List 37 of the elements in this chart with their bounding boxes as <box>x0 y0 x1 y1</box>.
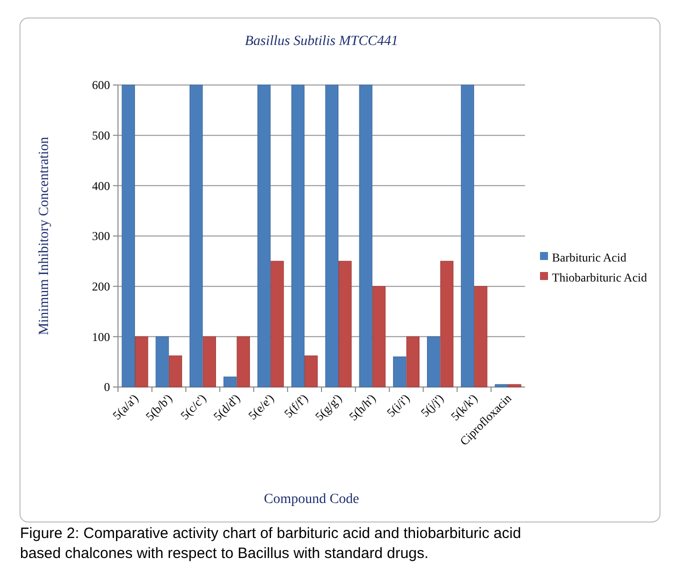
y-tick-label: 200 <box>92 280 110 294</box>
y-axis-title: Minimum Inhibitory Concentration <box>37 136 52 336</box>
bar <box>304 355 318 388</box>
y-tick-label: 600 <box>92 78 110 92</box>
bar <box>257 84 271 388</box>
bar <box>359 84 372 388</box>
legend-label: Thiobarbituric Acid <box>552 270 647 285</box>
chart-title: Basillus Subtilis MTCC441 <box>244 34 398 49</box>
bar <box>508 384 522 388</box>
bar <box>325 84 338 388</box>
bar <box>406 336 420 388</box>
y-tick-label: 0 <box>104 380 110 394</box>
bar <box>460 84 474 388</box>
bar <box>202 336 216 388</box>
bar <box>190 84 203 388</box>
bar <box>224 376 237 388</box>
bar <box>494 384 508 388</box>
bar <box>236 336 250 388</box>
bar <box>393 356 406 388</box>
legend-label: Barbituric Acid <box>552 250 626 265</box>
y-tick-label: 400 <box>92 178 110 193</box>
bar <box>372 286 386 388</box>
x-axis-title: Compound Code <box>264 492 360 507</box>
bar <box>134 336 148 388</box>
bar <box>474 286 488 388</box>
bar <box>440 260 454 388</box>
y-tick-label: 300 <box>92 229 110 244</box>
bar <box>338 260 352 388</box>
bar <box>291 84 305 388</box>
y-tick-label: 500 <box>92 128 110 143</box>
bar <box>122 84 135 388</box>
bar <box>270 260 284 388</box>
y-tick-label: 100 <box>92 330 110 344</box>
bar <box>427 336 440 388</box>
caption: Figure 2: Comparative activity chart of barbituric acid and thiobarbituric acid based chalcones with respect to Bacillus with standard drugs. <box>20 525 522 562</box>
bar <box>156 336 169 388</box>
bar <box>168 355 182 388</box>
